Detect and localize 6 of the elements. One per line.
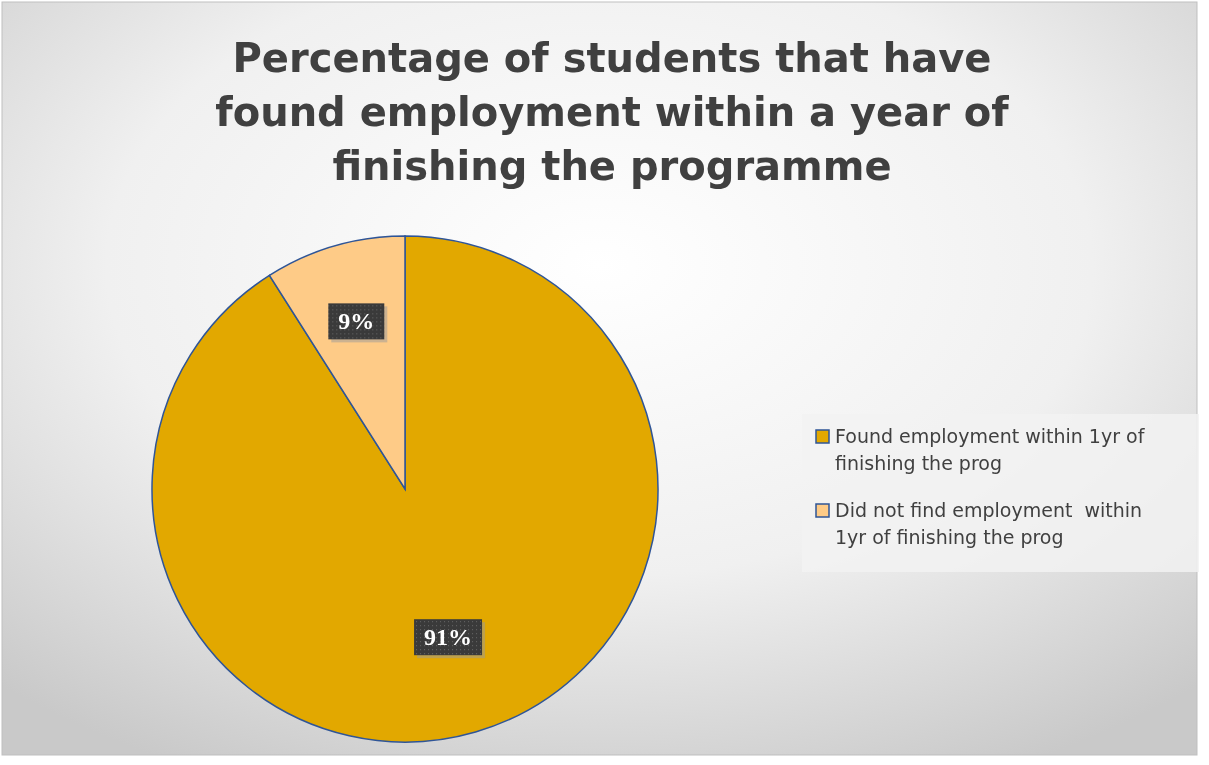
chart-title: Percentage of students that have found employment within a year of finishing the programme [215,35,1010,189]
legend-label: Found employment within 1yr of finishing the prog [835,425,1146,474]
pie-slice [151,235,659,743]
data-label: 9% [338,308,375,335]
legend-label: Did not find employment within 1yr of finishing the prog [835,499,1143,548]
data-label: 91% [424,624,473,651]
